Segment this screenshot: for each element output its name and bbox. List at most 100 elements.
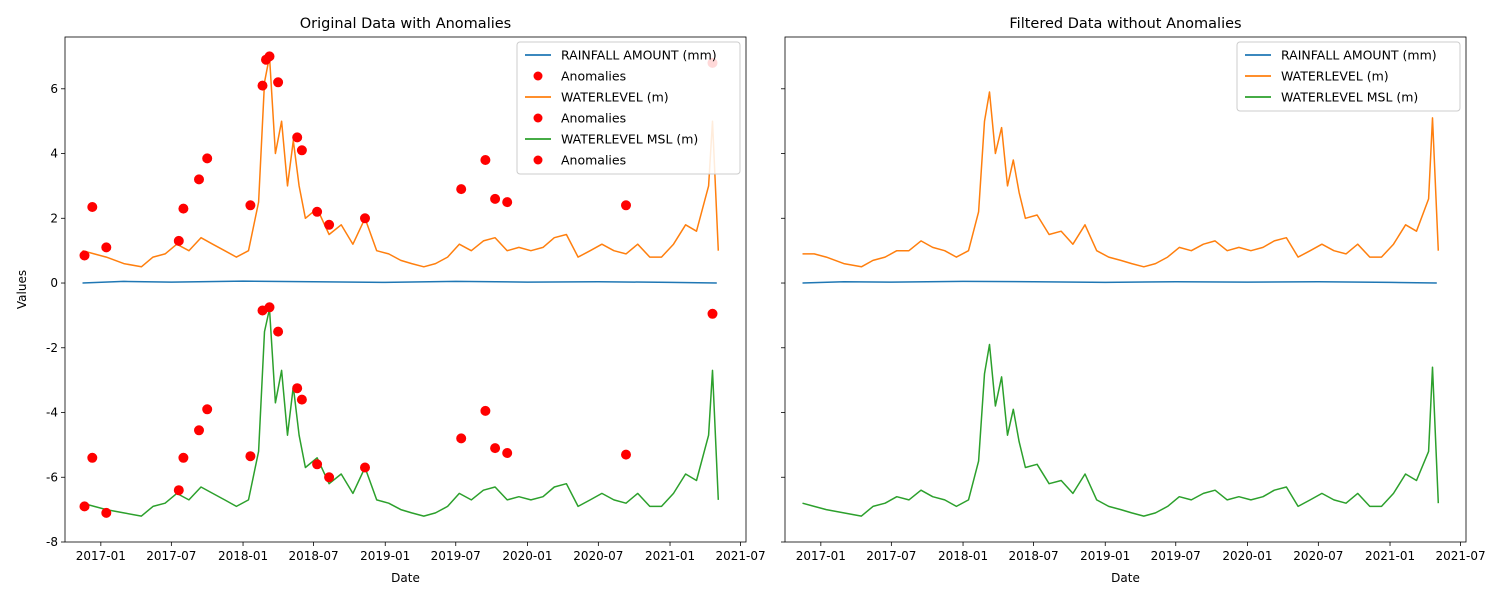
x-tick-label: 2018-01 [938,549,988,563]
x-tick-label: 2019-01 [1080,549,1130,563]
x-tick-label: 2021-01 [1365,549,1415,563]
y-tick-label: -4 [46,406,58,420]
anomaly-point [101,242,112,253]
anomaly-point [296,394,307,405]
x-axis-label: Date [391,571,420,585]
anomaly-point [257,80,268,91]
anomaly-point [490,193,501,204]
anomaly-point [245,200,256,211]
anomaly-point [621,449,631,460]
anomaly-point [490,443,501,454]
legend-label: WATERLEVEL MSL (m) [561,132,698,147]
legend-marker-anomaly [533,155,543,165]
anomaly-point [245,451,256,462]
legend-label: WATERLEVEL (m) [1281,69,1389,84]
x-tick-label: 2021-01 [645,549,695,563]
x-tick-label: 2019-07 [431,549,481,563]
anomaly-point [202,404,213,415]
anomaly-point [87,202,98,212]
x-tick-label: 2020-01 [1222,549,1272,563]
y-tick-label: 4 [50,147,58,161]
x-tick-label: 2020-01 [502,549,552,563]
anomaly-point [621,200,631,211]
series-line-waterlevel-m [82,55,720,268]
x-tick-label: 2018-07 [1008,549,1058,563]
axes-frame [64,36,747,543]
anomaly-point [360,462,370,473]
anomaly-point [79,501,90,512]
panel-title: Filtered Data without Anomalies [1009,16,1241,32]
series-line-waterlevel-m [802,91,1440,268]
anomaly-point [707,308,718,319]
legend-label: WATERLEVEL (m) [561,90,669,105]
x-tick-label: 2021-07 [1435,549,1485,563]
series-line-rainfall-amount-mm [802,280,1437,284]
chart-panel-1: 2017-01 2017-07 2018-01 2018-07 2019-01 2019-… [15,16,766,585]
x-tick-label: 2017-01 [76,549,126,563]
anomaly-point [324,472,335,483]
anomaly-point [194,174,204,185]
legend-label: Anomalies [561,153,626,168]
legend-label: Anomalies [561,111,626,126]
y-axis-label: Values [15,270,29,309]
legend: RAINFALL AMOUNT (mm) Anomalies WATERLEVEL … [516,41,741,175]
anomaly-point [324,219,335,230]
anomaly-point [292,132,303,143]
anomaly-point [296,145,307,156]
anomaly-point [456,433,467,444]
y-tick-label: 2 [50,211,58,225]
x-tick-label: 2019-01 [360,549,410,563]
anomaly-point [502,448,513,458]
x-tick-label: 2018-07 [288,549,338,563]
series-line-waterlevel-msl-m [802,343,1440,517]
x-tick-label: 2020-07 [573,549,623,563]
series-line-waterlevel-msl-m [82,308,720,517]
y-tick-label: -2 [46,341,58,355]
anomaly-point [502,197,513,208]
anomaly-point [101,507,112,518]
legend-label: WATERLEVEL MSL (m) [1281,90,1418,105]
anomaly-point [178,452,189,463]
y-tick-label: 0 [50,276,58,290]
anomaly-point [480,155,491,165]
anomaly-point [173,235,184,246]
anomaly-point [173,485,184,496]
anomaly-point [312,459,323,470]
anomaly-point [264,302,275,313]
anomaly-point [178,203,189,214]
legend-box [1236,41,1461,112]
y-tick-label: -6 [46,470,58,484]
x-tick-label: 2018-01 [218,549,268,563]
anomaly-point [456,184,467,195]
anomaly-point [273,326,284,337]
series-line-rainfall-amount-mm [82,280,717,284]
legend-marker-anomaly [533,113,543,123]
x-tick-label: 2019-07 [1151,549,1201,563]
chart-panel-2: 2017-01 2017-07 2018-01 2018-07 2019-01 2019-… [781,16,1486,585]
anomaly-point [264,51,275,62]
anomaly-point [87,452,98,463]
legend-label: RAINFALL AMOUNT (mm) [1281,48,1437,63]
anomaly-point [202,153,213,164]
legend-box [516,41,741,175]
y-tick-label: -8 [46,535,58,549]
x-tick-label: 2020-07 [1293,549,1343,563]
x-tick-label: 2017-01 [796,549,846,563]
legend: RAINFALL AMOUNT (mm) WATERLEVEL (m) WATERL… [1236,41,1461,112]
anomaly-point [480,405,491,416]
legend-label: Anomalies [561,69,626,84]
legend-label: RAINFALL AMOUNT (mm) [561,48,717,63]
anomaly-point [360,213,370,224]
anomaly-point [79,250,90,261]
x-axis-label: Date [1111,571,1140,585]
anomaly-point [292,383,303,394]
panel-title: Original Data with Anomalies [300,16,511,32]
x-tick-label: 2017-07 [866,549,916,563]
anomaly-point [273,77,284,88]
x-tick-label: 2021-07 [715,549,765,563]
x-tick-label: 2017-07 [146,549,196,563]
anomaly-point [194,425,204,436]
y-tick-label: 6 [50,82,58,96]
legend-marker-anomaly [533,71,543,81]
